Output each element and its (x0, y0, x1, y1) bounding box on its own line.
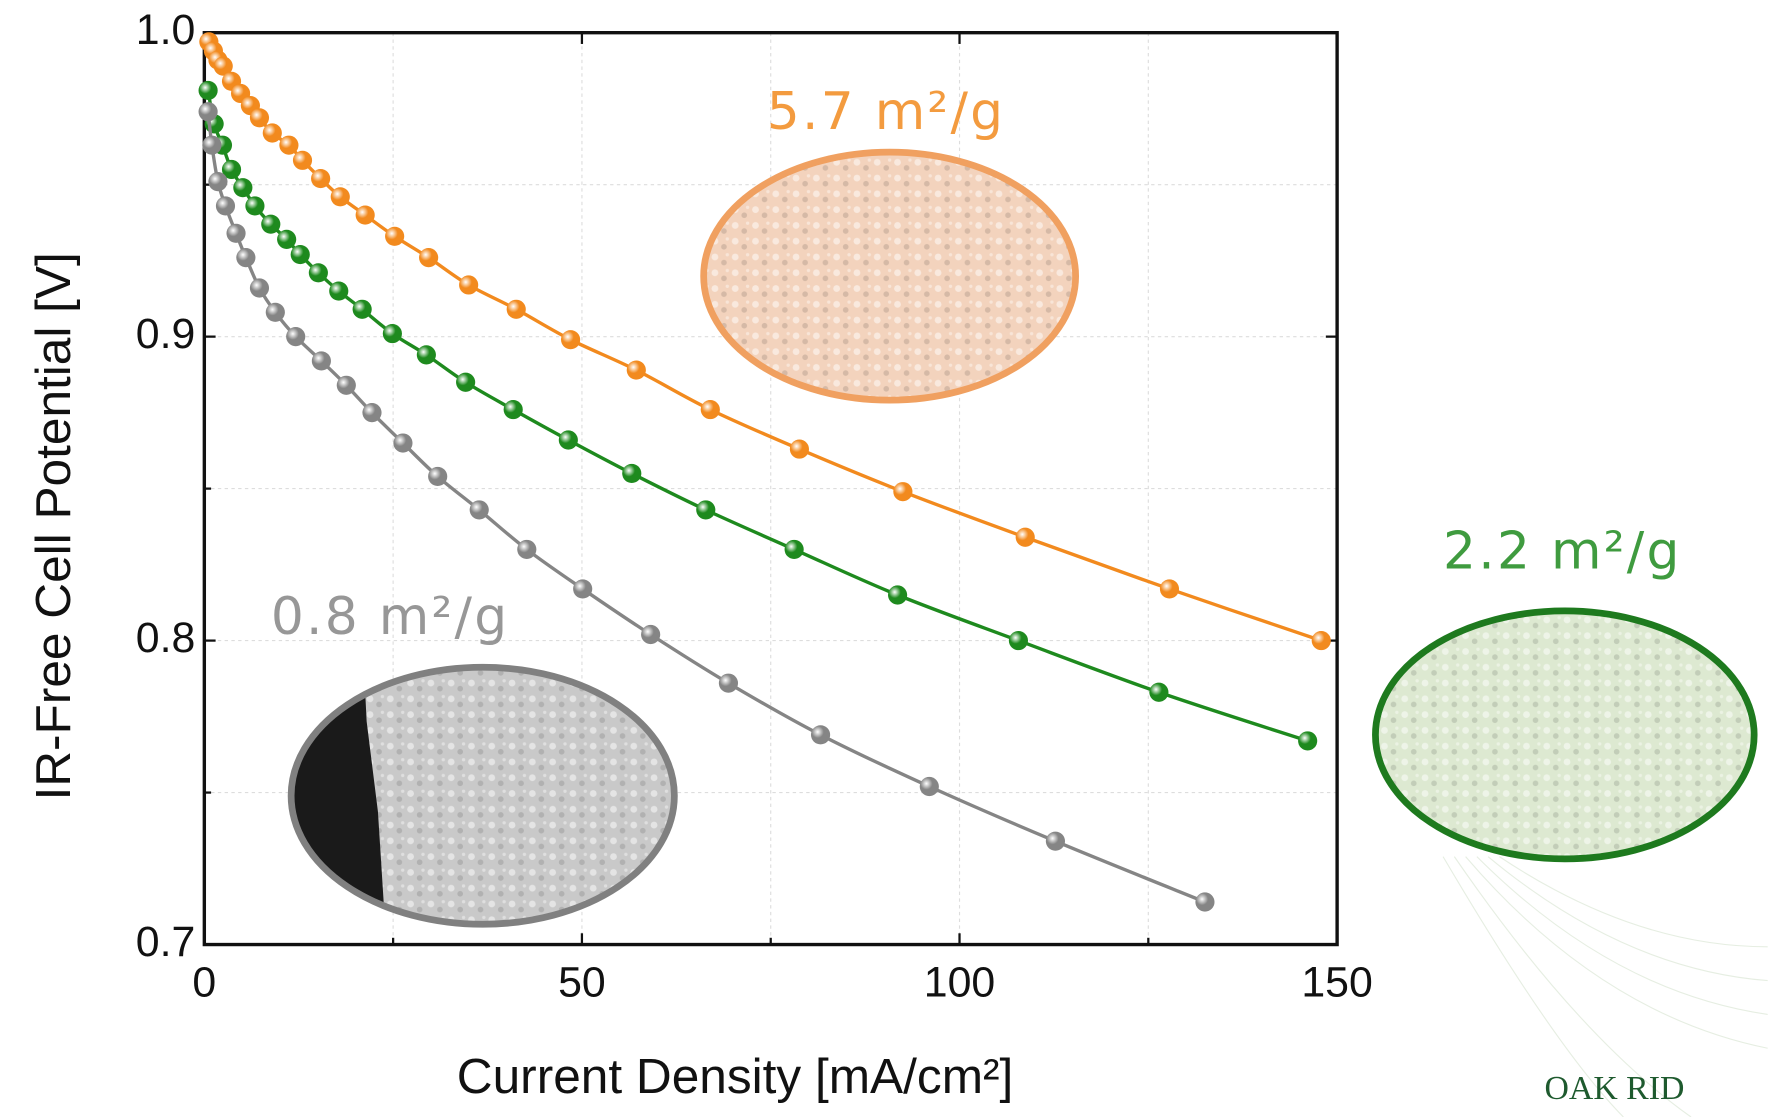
data-point (810, 725, 831, 745)
data-point (236, 248, 256, 268)
logo: OAK RID (1545, 1070, 1685, 1107)
data-point (1311, 631, 1331, 651)
data-point (622, 463, 642, 484)
data-point (329, 281, 349, 301)
data-point (888, 585, 908, 605)
data-point (506, 299, 526, 319)
series-label: 0.8 m²/g (271, 587, 510, 647)
series-label: 2.2 m²/g (1443, 522, 1682, 582)
data-point (245, 196, 265, 216)
data-point (517, 539, 537, 559)
sem-image-low (291, 667, 675, 925)
data-point (626, 360, 646, 380)
data-point (286, 327, 306, 347)
data-point (456, 372, 476, 392)
data-point (221, 159, 242, 180)
data-point (1149, 682, 1169, 702)
data-point (277, 229, 297, 249)
series-label: 5.7 m²/g (767, 82, 1006, 142)
data-point (202, 135, 222, 155)
data-point (919, 776, 939, 797)
data-point (261, 214, 281, 234)
x-tick-label: 0 (192, 958, 216, 1006)
data-point (308, 263, 328, 283)
data-point (1298, 731, 1318, 751)
data-point (573, 579, 593, 599)
x-tick-label: 100 (924, 958, 995, 1006)
sem-texture (1378, 614, 1751, 856)
y-tick-label: 1.0 (136, 6, 196, 54)
data-point (262, 123, 282, 143)
data-point (893, 482, 913, 502)
y-tick-label: 0.8 (136, 614, 196, 662)
data-point (1195, 892, 1215, 912)
data-point (352, 299, 372, 319)
data-point (208, 172, 228, 192)
sem-image-border (287, 663, 678, 928)
data-point (385, 226, 405, 246)
data-point (700, 400, 720, 420)
data-point (459, 275, 479, 295)
data-point (789, 439, 809, 459)
data-point (469, 500, 489, 520)
data-point (311, 169, 331, 189)
data-point (416, 345, 436, 365)
sem-texture (707, 155, 1073, 397)
data-point (718, 673, 739, 693)
data-point (249, 108, 270, 128)
data-point (336, 375, 356, 395)
data-point (330, 187, 350, 207)
data-point (198, 80, 218, 101)
data-point (233, 178, 253, 198)
data-point (362, 403, 382, 423)
data-point (249, 278, 270, 298)
data-point (393, 433, 413, 453)
data-point (696, 500, 716, 520)
data-point (1008, 631, 1029, 651)
data-point (641, 624, 661, 645)
data-point (1159, 579, 1180, 599)
data-point (561, 330, 581, 350)
data-point (226, 223, 246, 243)
y-tick-label: 0.9 (136, 310, 196, 358)
data-point (290, 244, 310, 265)
data-point (558, 430, 578, 450)
decoration (1442, 856, 1768, 1117)
data-point (198, 102, 218, 122)
y-axis-title: IR-Free Cell Potential [V] (25, 252, 81, 800)
data-point (292, 150, 313, 170)
x-tick-label: 150 (1301, 958, 1372, 1006)
data-point (784, 539, 804, 559)
data-point (215, 196, 236, 216)
y-tick-label: 0.7 (136, 918, 196, 966)
data-point (503, 400, 523, 420)
data-point (428, 466, 448, 487)
data-point (1015, 527, 1035, 547)
data-point (419, 248, 439, 268)
x-tick-label: 50 (558, 958, 606, 1006)
x-axis-title: Current Density [mA/cm²] (457, 1048, 1013, 1104)
data-point (355, 205, 375, 225)
data-point (1045, 831, 1066, 851)
data-point (311, 351, 331, 371)
data-point (213, 56, 233, 76)
data-point (279, 135, 299, 155)
data-point (382, 324, 402, 344)
data-point (265, 302, 285, 322)
